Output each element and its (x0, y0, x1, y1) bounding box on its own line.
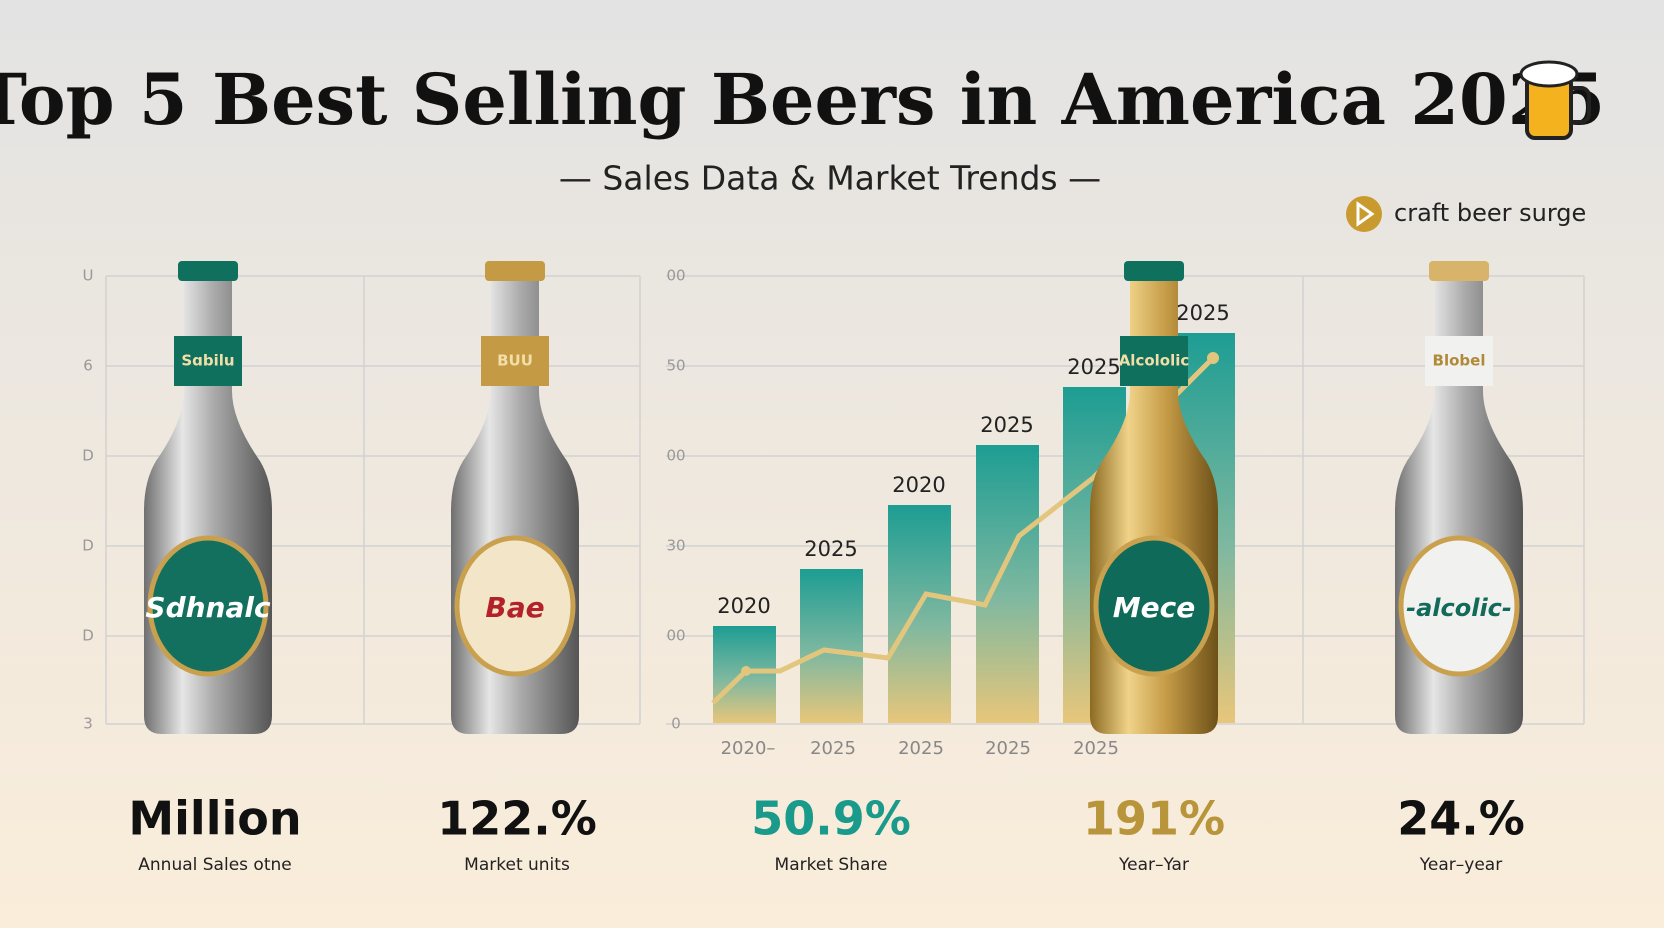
x-label: 2025 (985, 738, 1031, 759)
x-label: 2020– (721, 738, 776, 759)
neck-label (481, 336, 549, 386)
bar (976, 445, 1039, 723)
stat-value: 191% (1083, 792, 1225, 846)
axis-label: 00 (666, 267, 685, 285)
axis-label: 00 (666, 627, 685, 645)
axis-label: 00 (666, 447, 685, 465)
stat-label: Market Share (775, 855, 888, 875)
bar-label: 2020 (892, 473, 945, 497)
neck-label-text: Sɑbilu (181, 352, 234, 370)
neck-label-text: Blobel (1433, 352, 1486, 370)
trend-point (1207, 352, 1219, 364)
beer-icon (1519, 60, 1591, 140)
neck-label (1120, 336, 1188, 386)
body-label-text: Bae (485, 591, 544, 624)
bar-label: 2025 (980, 413, 1033, 437)
title: Top 5 Best Selling Beers in America 2025 (0, 58, 1605, 141)
stat-value: 24.% (1397, 792, 1525, 846)
neck-label-text: BUU (497, 352, 533, 370)
x-label: 2025 (1073, 738, 1119, 759)
badge-icon (1346, 196, 1382, 232)
subtitle: — Sales Data & Market Trends — (559, 159, 1101, 198)
body-label-text: -alcolic- (1406, 594, 1512, 622)
body-label (1398, 535, 1520, 677)
axis-label: U (83, 267, 94, 285)
axis-label: 30 (666, 537, 685, 555)
body-label-text: Mece (1113, 591, 1195, 624)
axis-label: 0 (671, 715, 681, 733)
neck-label (174, 336, 242, 386)
stat-label: Annual Sales otne (138, 855, 291, 875)
bottle-cap (1429, 261, 1489, 281)
x-label: 2025 (898, 738, 944, 759)
axis-label: D (82, 537, 94, 555)
body-label (147, 535, 269, 677)
bottle: Sɑbilu Sdhnalc (144, 261, 272, 734)
axis-label: 3 (83, 715, 93, 733)
stat-value: Million (128, 792, 301, 846)
bar-label: 2025 (804, 537, 857, 561)
stat-label: Year–year (1419, 855, 1502, 875)
neck-label-text: Alcololic (1119, 352, 1190, 370)
bottle: Alcololic Mece (1090, 261, 1218, 734)
stat-value: 50.9% (751, 792, 911, 846)
stat-label: Year–Yar (1118, 855, 1189, 875)
trend-point (741, 666, 751, 676)
bar-label: 2025 (1067, 355, 1120, 379)
neck-label (1425, 336, 1493, 386)
bar-label: 2020 (717, 594, 770, 618)
body-label (454, 535, 576, 677)
bar-label: 2025 (1176, 301, 1229, 325)
bottle-cap (1124, 261, 1184, 281)
body-label (1093, 535, 1215, 677)
bottle: Blobel -alcolic- (1395, 261, 1523, 734)
stat-value: 122.% (437, 792, 597, 846)
axis-label: 50 (666, 357, 685, 375)
body-label-text: Sdhnalc (145, 591, 271, 624)
play-icon (1356, 201, 1375, 227)
axis-label: D (82, 447, 94, 465)
bottle-cap (485, 261, 545, 281)
x-label: 2025 (810, 738, 856, 759)
bar (888, 505, 951, 723)
bar (800, 569, 863, 723)
badge: craft beer surge (1394, 199, 1586, 227)
axis-label: 6 (83, 357, 93, 375)
stat-label: Market units (464, 855, 570, 875)
axis-label: D (82, 627, 94, 645)
bottle-cap (178, 261, 238, 281)
bottle: BUU Bae (451, 261, 579, 734)
trend-line (711, 356, 1215, 705)
